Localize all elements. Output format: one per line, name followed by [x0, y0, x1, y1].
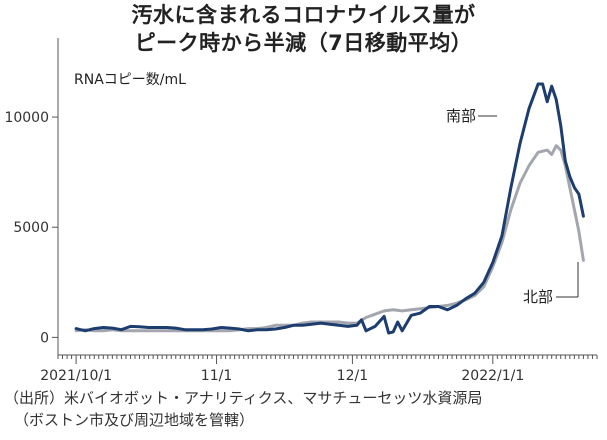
chart-title-line-2: ピーク時から半減（7日移動平均） [134, 31, 473, 55]
x-tick-label: 11/1 [201, 368, 232, 384]
y-tick-label: 5000 [13, 220, 49, 236]
y-tick-label: 0 [40, 330, 49, 346]
chart-title-line-1: 汚水に含まれるコロナウイルス量が [131, 3, 476, 27]
unit-label: RNAコピー数/mL [74, 72, 186, 88]
y-tick-label: 10000 [4, 110, 49, 126]
series-line-south [74, 82, 585, 335]
series-label-north: 北部 [523, 288, 553, 306]
x-tick-label: 2022/1/1 [461, 368, 524, 384]
chart-svg: 0 5000 10000 2021/10/1 11/1 12/1 2022/1/1 RNAコ… [4, 38, 598, 384]
footnote-source: （出所）米バイオボット・アナリティクス、マサチューセッツ水資源局 [4, 389, 483, 407]
x-tick-label: 2021/10/1 [40, 368, 112, 384]
axes-group [57, 38, 597, 356]
x-tick-label: 12/1 [337, 368, 368, 384]
series-label-south: 南部 [446, 107, 476, 125]
ticks-group: 0 5000 10000 2021/10/1 11/1 12/1 2022/1/1 [4, 110, 598, 384]
series-group [74, 82, 585, 335]
series-line-north [74, 144, 585, 333]
footnote-scope: （ボストン市及び周辺地域を管轄） [14, 411, 255, 429]
